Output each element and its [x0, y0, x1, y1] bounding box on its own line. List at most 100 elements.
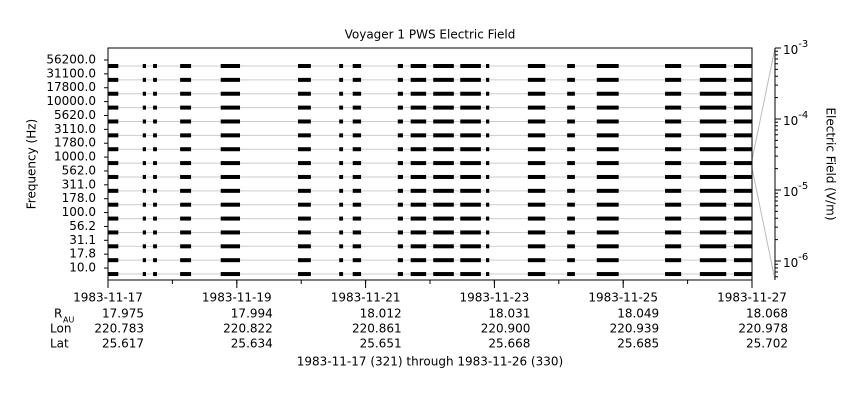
data-segment — [410, 147, 427, 152]
data-segment — [567, 77, 575, 82]
data-segment — [339, 147, 344, 152]
data-segment — [339, 216, 344, 221]
data-segment — [733, 188, 752, 193]
data-segment — [596, 147, 619, 152]
data-segment — [733, 161, 752, 166]
data-segment — [108, 119, 119, 124]
data-segment — [220, 77, 241, 82]
data-segment — [339, 161, 344, 166]
data-segment — [410, 105, 427, 110]
data-segment — [339, 258, 344, 263]
data-segment — [460, 230, 481, 235]
data-segment — [486, 133, 490, 138]
data-segment — [339, 188, 344, 193]
data-segment — [527, 272, 546, 277]
data-segment — [352, 202, 362, 207]
y-tick-label: 178.0 — [62, 191, 96, 205]
data-segment — [486, 147, 490, 152]
data-segment — [410, 258, 427, 263]
data-segment — [339, 91, 344, 96]
data-segment — [665, 216, 682, 221]
data-segment — [460, 64, 481, 68]
data-segment — [142, 216, 146, 221]
data-segment — [142, 272, 146, 277]
data-segment — [108, 133, 119, 138]
data-segment — [460, 91, 481, 96]
data-segment — [108, 64, 119, 68]
data-segment — [410, 244, 427, 249]
data-segment — [180, 147, 192, 152]
data-segment — [142, 244, 146, 249]
data-segment — [180, 91, 192, 96]
data-segment — [297, 161, 311, 166]
data-segment — [220, 258, 241, 263]
data-segment — [410, 64, 427, 68]
data-segment — [460, 133, 481, 138]
y2-tick-label: 10-6 — [783, 252, 808, 270]
data-segment — [352, 147, 362, 152]
data-segment — [108, 188, 119, 193]
data-segment — [410, 91, 427, 96]
data-segment — [297, 147, 311, 152]
data-segment — [297, 119, 311, 124]
data-segment — [527, 91, 546, 96]
data-segment — [410, 230, 427, 235]
data-segment — [180, 105, 192, 110]
ephemeris-value: 18.049 — [617, 307, 659, 321]
y-tick-label: 10.0 — [69, 261, 96, 275]
y2-tick-label: 10-4 — [783, 110, 808, 128]
data-segment — [433, 77, 454, 82]
y2-tick-base: 10 — [783, 43, 798, 57]
data-segment — [142, 161, 146, 166]
data-segment — [486, 64, 490, 68]
data-segment — [220, 216, 241, 221]
data-segment — [567, 91, 575, 96]
data-segment — [339, 64, 344, 68]
data-segment — [153, 147, 157, 152]
x-axis-label: 1983-11-17 (321) through 1983-11-26 (330… — [297, 355, 563, 369]
ephemeris-value: 17.975 — [102, 307, 144, 321]
ephemeris-value: 25.651 — [360, 337, 402, 351]
data-segment — [352, 244, 362, 249]
y2-tick-exp: -3 — [798, 39, 808, 50]
data-segment — [699, 147, 727, 152]
data-segment — [142, 64, 146, 68]
y-tick-label: 17.8 — [69, 247, 96, 261]
data-segment — [153, 119, 157, 124]
data-segment — [297, 64, 311, 68]
plot-frame — [107, 47, 753, 281]
data-segment — [699, 161, 727, 166]
data-segment — [733, 258, 752, 263]
y-tick-label: 100.0 — [62, 205, 96, 219]
data-segment — [153, 161, 157, 166]
data-segment — [460, 272, 481, 277]
data-segment — [665, 188, 682, 193]
data-segment — [567, 272, 575, 277]
data-segment — [596, 216, 619, 221]
data-segment — [220, 272, 241, 277]
data-segment — [699, 216, 727, 221]
data-segment — [596, 230, 619, 235]
ephemeris-value: 220.939 — [610, 322, 660, 336]
data-segment — [397, 258, 403, 263]
data-segment — [733, 91, 752, 96]
data-segment — [567, 188, 575, 193]
data-segment — [153, 133, 157, 138]
x-tick-label: 1983-11-19 — [202, 291, 272, 305]
data-segment — [297, 230, 311, 235]
data-segment — [486, 161, 490, 166]
data-segment — [699, 91, 727, 96]
data-segment — [339, 174, 344, 179]
data-segment — [297, 272, 311, 277]
data-segment — [665, 230, 682, 235]
data-segment — [699, 188, 727, 193]
data-segment — [153, 258, 157, 263]
data-segment — [352, 161, 362, 166]
data-segment — [433, 133, 454, 138]
data-segment — [397, 161, 403, 166]
data-segment — [397, 64, 403, 68]
data-segment — [433, 119, 454, 124]
data-segment — [180, 119, 192, 124]
data-segment — [410, 77, 427, 82]
ephemeris-value: 25.685 — [617, 337, 659, 351]
